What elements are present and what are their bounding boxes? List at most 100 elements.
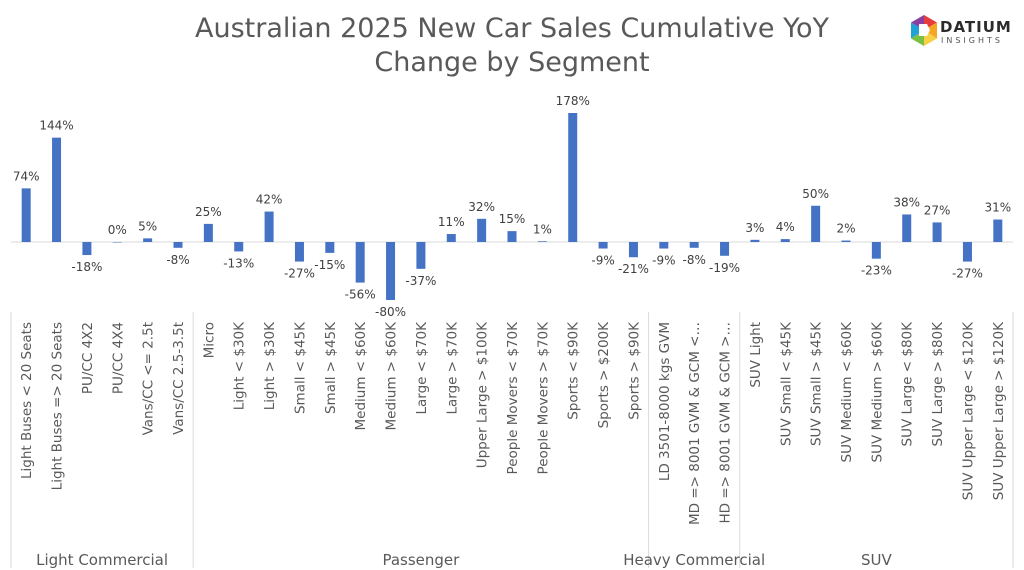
group-label-2: Heavy Commercial bbox=[623, 551, 765, 569]
bar-2 bbox=[82, 242, 92, 256]
bar-26 bbox=[811, 205, 821, 242]
category-label-26: SUV Small > $45K bbox=[809, 321, 825, 446]
bar-5 bbox=[173, 242, 183, 248]
category-label-22: MD => 8001 GVM & GCM <… bbox=[687, 322, 703, 525]
data-label-28: -23% bbox=[861, 264, 892, 278]
chart-title-line-2: Change by Segment bbox=[374, 47, 650, 78]
bar-1 bbox=[52, 137, 62, 242]
bar-22 bbox=[689, 242, 699, 248]
bar-25 bbox=[780, 239, 790, 242]
data-label-19: -9% bbox=[591, 254, 614, 268]
data-label-17: 1% bbox=[533, 222, 552, 236]
category-label-15: Upper Large > $100K bbox=[475, 321, 491, 468]
data-label-31: -27% bbox=[952, 267, 983, 281]
group-label-0: Light Commercial bbox=[36, 551, 168, 569]
data-label-9: -27% bbox=[284, 267, 315, 281]
category-label-6: Micro bbox=[201, 322, 217, 358]
bar-4 bbox=[143, 238, 153, 242]
bar-14 bbox=[446, 234, 456, 242]
data-label-24: 3% bbox=[745, 221, 764, 235]
datium-hexagon-icon bbox=[911, 15, 937, 46]
category-label-13: Large < $70K bbox=[414, 321, 430, 415]
bar-19 bbox=[598, 242, 608, 249]
category-label-17: People Movers > $70K bbox=[535, 321, 551, 475]
chart-title-line-1: Australian 2025 New Car Sales Cumulative… bbox=[194, 13, 830, 44]
category-label-0: Light Buses < 20 Seats bbox=[19, 322, 35, 479]
data-label-29: 38% bbox=[893, 195, 920, 209]
category-label-1: Light Buses => 20 Seats bbox=[50, 322, 66, 490]
bar-15 bbox=[477, 218, 487, 242]
bar-12 bbox=[386, 242, 396, 300]
bar-30 bbox=[932, 222, 942, 242]
category-label-2: PU/CC 4X2 bbox=[80, 322, 96, 394]
bar-0 bbox=[21, 188, 31, 242]
category-label-10: Small > $45K bbox=[323, 321, 339, 414]
data-label-11: -56% bbox=[345, 288, 376, 302]
data-label-4: 5% bbox=[138, 219, 157, 233]
data-label-6: 25% bbox=[195, 205, 222, 219]
bar-32 bbox=[993, 219, 1003, 242]
category-label-3: PU/CC 4X4 bbox=[110, 322, 126, 394]
data-label-30: 27% bbox=[924, 203, 951, 217]
category-label-28: SUV Medium > $60K bbox=[869, 321, 885, 463]
chart-title: Australian 2025 New Car Sales Cumulative… bbox=[160, 12, 864, 80]
bar-28 bbox=[871, 242, 881, 259]
data-label-23: -19% bbox=[709, 261, 740, 275]
category-label-12: Medium > $60K bbox=[384, 321, 400, 431]
category-label-23: HD => 8001 GVM & GCM >… bbox=[718, 322, 734, 524]
category-label-18: Sports < $90K bbox=[566, 321, 582, 420]
data-label-27: 2% bbox=[836, 222, 855, 236]
bar-10 bbox=[325, 242, 335, 253]
category-label-31: SUV Upper Large < $120K bbox=[960, 321, 976, 500]
group-label-3: SUV bbox=[861, 551, 893, 569]
category-label-8: Light > $30K bbox=[262, 321, 278, 410]
bar-24 bbox=[750, 239, 760, 242]
logo-wordmark: DATIUM bbox=[940, 18, 1012, 36]
data-label-3: 0% bbox=[108, 223, 127, 237]
data-label-32: 31% bbox=[984, 201, 1011, 215]
bar-29 bbox=[902, 214, 912, 242]
bar-27 bbox=[841, 240, 851, 242]
group-label-1: Passenger bbox=[382, 551, 460, 569]
category-label-16: People Movers < $70K bbox=[505, 321, 521, 475]
category-label-27: SUV Medium < $60K bbox=[839, 321, 855, 463]
category-label-21: LD 3501-8000 kgs GVM bbox=[657, 322, 673, 481]
bar-20 bbox=[628, 242, 638, 258]
category-label-14: Large > $70K bbox=[444, 321, 460, 415]
bar-13 bbox=[416, 242, 426, 269]
bar-9 bbox=[294, 242, 304, 262]
bar-3 bbox=[112, 242, 122, 243]
data-label-20: -21% bbox=[618, 262, 649, 276]
category-label-4: Vans/CC <= 2.5t bbox=[141, 322, 157, 435]
category-label-30: SUV Large > $80K bbox=[930, 321, 946, 447]
data-label-15: 32% bbox=[468, 200, 495, 214]
data-label-21: -9% bbox=[652, 254, 675, 268]
data-label-5: -8% bbox=[166, 253, 189, 267]
category-label-9: Small < $45K bbox=[292, 321, 308, 414]
category-label-5: Vans/CC 2.5-3.5t bbox=[171, 322, 187, 435]
data-label-13: -37% bbox=[405, 274, 436, 288]
data-label-7: -13% bbox=[223, 256, 254, 270]
datium-logo: DATIUM INSIGHTS bbox=[910, 12, 1020, 52]
category-label-25: SUV Small < $45K bbox=[778, 321, 794, 446]
bar-18 bbox=[568, 113, 578, 242]
category-label-29: SUV Large < $80K bbox=[900, 321, 916, 447]
category-label-24: SUV Light bbox=[748, 322, 764, 388]
data-label-1: 144% bbox=[39, 119, 73, 133]
data-label-12: -80% bbox=[375, 305, 406, 319]
data-label-14: 11% bbox=[438, 215, 465, 229]
data-label-16: 15% bbox=[499, 212, 526, 226]
bar-8 bbox=[264, 211, 274, 242]
category-label-11: Medium < $60K bbox=[353, 321, 369, 431]
data-label-2: -18% bbox=[71, 260, 102, 274]
data-label-0: 74% bbox=[13, 169, 40, 183]
category-label-32: SUV Upper Large > $120K bbox=[991, 321, 1007, 500]
data-label-10: -15% bbox=[314, 258, 345, 272]
category-label-19: Sports > $200K bbox=[596, 321, 612, 429]
bar-7 bbox=[234, 242, 244, 252]
category-label-7: Light < $30K bbox=[232, 321, 248, 410]
data-label-8: 42% bbox=[256, 193, 283, 207]
bar-16 bbox=[507, 231, 517, 242]
logo-subtext: INSIGHTS bbox=[941, 36, 1003, 45]
